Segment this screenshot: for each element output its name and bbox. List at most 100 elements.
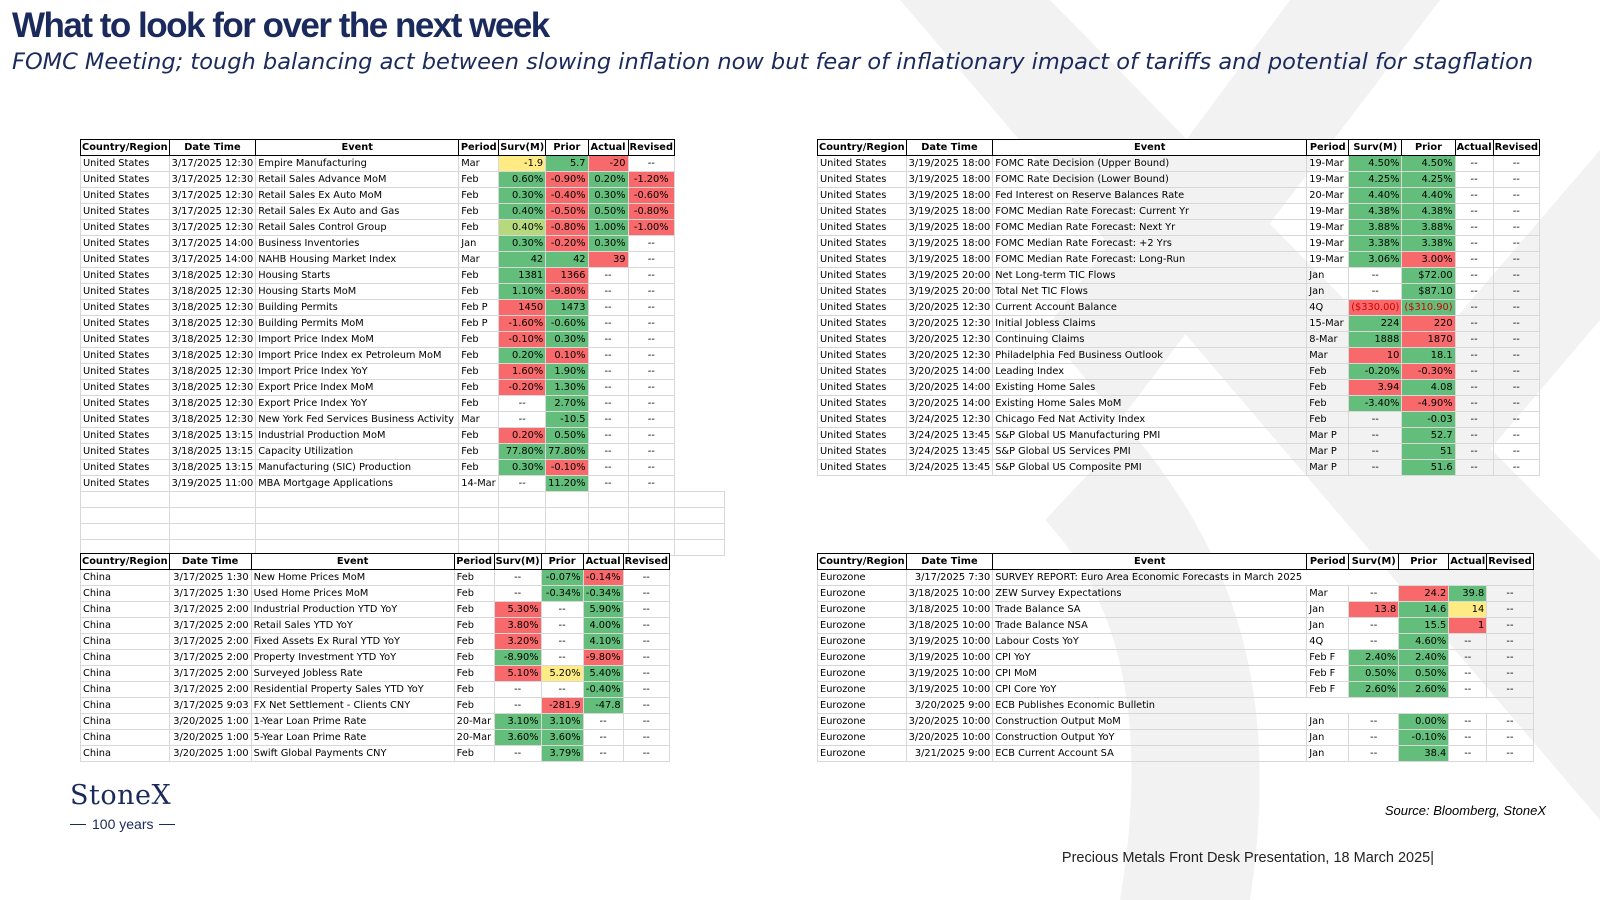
- table-cell: China: [80, 665, 170, 682]
- table-cell: 4.25%: [1401, 171, 1456, 188]
- column-header: Event: [255, 139, 460, 156]
- table-cell: --: [627, 267, 675, 284]
- table-cell: --: [627, 315, 675, 332]
- spacer-cell: [673, 251, 725, 268]
- table-cell: 24.2: [1398, 585, 1450, 602]
- table-cell: 3/17/2025 2:00: [168, 681, 252, 698]
- table-row: United States 3/18/2025 12:30 Import Price…: [80, 331, 725, 348]
- table-cell: 3/17/2025 7:30: [905, 569, 994, 586]
- spacer-cell: [673, 219, 725, 236]
- table-cell: 3/19/2025 20:00: [905, 283, 994, 300]
- table-row: China 3/17/2025 2:00 Retail Sales YTD YoY F…: [80, 617, 720, 634]
- table-cell: --: [622, 713, 671, 730]
- table-cell: Feb: [458, 219, 500, 236]
- source-note: Source: Bloomberg, StoneX: [1384, 803, 1546, 818]
- table-cell: --: [1448, 681, 1488, 698]
- table-row: United States 3/18/2025 12:30 Housing Star…: [80, 283, 725, 300]
- table-cell: Capacity Utilization: [255, 443, 460, 460]
- table-cell: 3/19/2025 18:00: [905, 171, 994, 188]
- table-cell: 77.80%: [498, 443, 547, 460]
- column-header: Country/Region: [817, 139, 907, 156]
- table-cell: Eurozone: [817, 569, 907, 586]
- table-cell: 3.79%: [540, 745, 584, 762]
- table-cell: Retail Sales Ex Auto MoM: [255, 187, 460, 204]
- table-cell: 3/20/2025 14:00: [905, 363, 994, 380]
- table-cell: Retail Sales Advance MoM: [255, 171, 460, 188]
- table-cell: 0.50%: [1348, 665, 1400, 682]
- table-cell: -0.60%: [545, 315, 589, 332]
- table-cell: 3/19/2025 18:00: [905, 219, 994, 236]
- table-cell: 2.70%: [545, 395, 589, 412]
- table-cell: Feb: [458, 459, 500, 476]
- stonex-logo: StoneX 100 years: [70, 780, 176, 832]
- table-cell: --: [582, 713, 624, 730]
- table-cell: United States: [80, 203, 170, 220]
- table-cell: FOMC Median Rate Forecast: Long-Run: [992, 251, 1308, 268]
- table-cell: -0.80%: [627, 203, 675, 220]
- table-cell: Feb: [458, 171, 500, 188]
- table-cell: -3.40%: [1348, 395, 1403, 412]
- table-cell: 3/19/2025 18:00: [905, 203, 994, 220]
- table-cell: S&P Global US Services PMI: [992, 443, 1308, 460]
- column-header: Date Time: [905, 553, 994, 570]
- column-header: Surv(M): [1348, 553, 1400, 570]
- table-cell: --: [622, 665, 671, 682]
- table-cell: --: [1492, 283, 1541, 300]
- table-cell: 0.00%: [1398, 713, 1450, 730]
- page-subtitle: FOMC Meeting; tough balancing act betwee…: [12, 49, 1534, 75]
- column-header: Actual: [587, 139, 629, 156]
- column-header: Revised: [627, 139, 675, 156]
- table-cell: Jan: [1306, 745, 1350, 762]
- table-cell: 220: [1401, 315, 1456, 332]
- table-cell: 3/19/2025 10:00: [905, 681, 994, 698]
- table-cell: --: [587, 363, 629, 380]
- table-cell: --: [627, 411, 675, 428]
- table-row: Eurozone 3/17/2025 7:30 SURVEY REPORT: Eur…: [817, 569, 1534, 586]
- table-cell: FX Net Settlement - Clients CNY: [250, 697, 455, 714]
- table-cell: 3.60%: [493, 729, 542, 746]
- table-cell: -0.40%: [545, 187, 589, 204]
- table-cell: --: [493, 585, 542, 602]
- table-cell: --: [622, 633, 671, 650]
- column-header: Prior: [540, 553, 584, 570]
- empty-cell: [587, 491, 629, 508]
- table-row: China 3/17/2025 9:03 FX Net Settlement - C…: [80, 697, 720, 714]
- table-cell: United States: [817, 331, 907, 348]
- column-header: Date Time: [168, 139, 257, 156]
- empty-cell: [80, 523, 170, 540]
- table-cell: 19-Mar: [1306, 219, 1350, 236]
- table-row: Eurozone 3/19/2025 10:00 CPI YoY Feb F 2.40%…: [817, 649, 1534, 666]
- table-cell: 3/17/2025 9:03: [168, 697, 252, 714]
- table-cell: 0.10%: [545, 347, 589, 364]
- table-cell: 3.06%: [1348, 251, 1403, 268]
- table-cell: 3/21/2025 9:00: [905, 745, 994, 762]
- table-row: China 3/17/2025 1:30 New Home Prices MoM Fe…: [80, 569, 720, 586]
- table-cell: -0.20%: [545, 235, 589, 252]
- table-row: United States 3/18/2025 12:30 New York Fed…: [80, 411, 725, 428]
- table-cell: 3/18/2025 10:00: [905, 601, 994, 618]
- table-cell: -0.40%: [582, 681, 624, 698]
- table-cell: --: [1492, 347, 1541, 364]
- table-cell: ECB Current Account SA: [992, 745, 1308, 762]
- table-cell: Eurozone: [817, 601, 907, 618]
- table-row: United States 3/19/2025 18:00 FOMC Median …: [817, 203, 1541, 220]
- table-cell: Feb P: [458, 299, 500, 316]
- table-cell: 3/17/2025 1:30: [168, 585, 252, 602]
- table-cell: --: [493, 745, 542, 762]
- table-cell: 2.60%: [1348, 681, 1400, 698]
- table-cell: Trade Balance NSA: [992, 617, 1308, 634]
- table-cell: --: [493, 569, 542, 586]
- table-cell: -0.60%: [627, 187, 675, 204]
- table-cell: --: [540, 649, 584, 666]
- table-cell: --: [1348, 745, 1400, 762]
- table-cell: -0.50%: [545, 203, 589, 220]
- table-row: Eurozone 3/18/2025 10:00 Trade Balance SA J…: [817, 601, 1534, 618]
- table-cell: Feb: [1306, 379, 1350, 396]
- table-cell: 3/24/2025 12:30: [905, 411, 994, 428]
- table-cell: Construction Output YoY: [992, 729, 1308, 746]
- table-cell: --: [1348, 713, 1400, 730]
- table-cell: 19-Mar: [1306, 171, 1350, 188]
- empty-cell: [458, 507, 500, 524]
- table-cell: --: [1448, 633, 1488, 650]
- table-cell: -0.20%: [498, 379, 547, 396]
